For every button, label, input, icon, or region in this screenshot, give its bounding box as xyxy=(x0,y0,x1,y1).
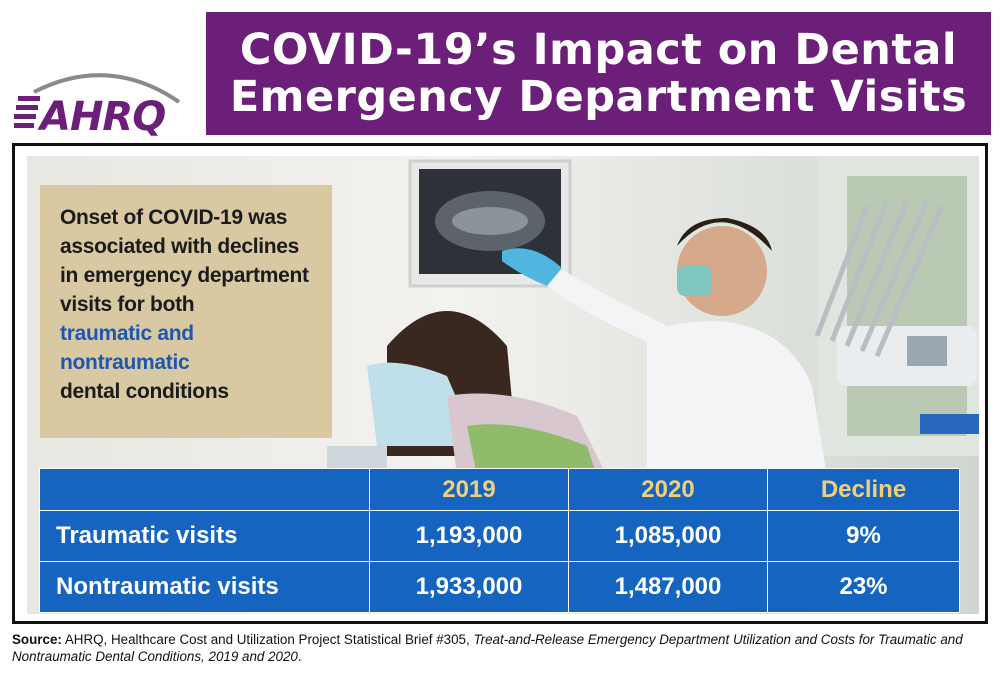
table-row: Traumatic visits 1,193,000 1,085,000 9% xyxy=(39,510,960,562)
cell-traumatic-decline: 9% xyxy=(767,510,960,562)
source-label: Source: xyxy=(12,632,62,647)
cell-nontraumatic-2019: 1,933,000 xyxy=(369,561,569,613)
table-header-row: 2019 2020 Decline xyxy=(39,468,960,511)
table-header-decline: Decline xyxy=(767,468,960,511)
callout-box: Onset of COVID-19 was associated with de… xyxy=(40,185,332,438)
cell-nontraumatic-decline: 23% xyxy=(767,561,960,613)
cell-traumatic-2019: 1,193,000 xyxy=(369,510,569,562)
title-banner: COVID-19’s Impact on Dental Emergency De… xyxy=(206,12,991,135)
callout-line-2: associated with declines xyxy=(60,235,300,258)
table-header-blank xyxy=(39,468,370,511)
callout-text: Onset of COVID-19 was associated with de… xyxy=(60,203,318,406)
cell-nontraumatic-2020: 1,487,000 xyxy=(568,561,768,613)
callout-line-3: in emergency department xyxy=(60,264,309,287)
logo-text: AHRQ xyxy=(37,94,165,140)
source-end: . xyxy=(297,649,302,664)
table-header-2019: 2019 xyxy=(369,468,569,511)
page-title: COVID-19’s Impact on Dental Emergency De… xyxy=(229,24,968,122)
ahrq-logo: AHRQ xyxy=(12,62,194,140)
callout-line-1: Onset of COVID-19 was xyxy=(60,206,288,229)
callout-line-5: dental conditions xyxy=(60,380,229,403)
title-line-1: COVID-19’s Impact on Dental xyxy=(239,24,958,75)
source-title: Treat-and-Release Emergency Department U… xyxy=(12,632,963,664)
callout-highlight-1: traumatic and xyxy=(60,322,194,345)
title-line-2: Emergency Department Visits xyxy=(229,71,968,122)
table-row: Nontraumatic visits 1,933,000 1,487,000 … xyxy=(39,561,960,613)
row-label-nontraumatic: Nontraumatic visits xyxy=(39,561,370,613)
visits-table: 2019 2020 Decline Traumatic visits 1,193… xyxy=(39,468,960,613)
table-header-2020: 2020 xyxy=(568,468,768,511)
cell-traumatic-2020: 1,085,000 xyxy=(568,510,768,562)
callout-highlight-2: nontraumatic xyxy=(60,351,190,374)
row-label-traumatic: Traumatic visits xyxy=(39,510,370,562)
source-note: Source: AHRQ, Healthcare Cost and Utiliz… xyxy=(12,631,988,665)
source-text: AHRQ, Healthcare Cost and Utilization Pr… xyxy=(64,632,470,647)
callout-line-4: visits for both xyxy=(60,293,195,316)
